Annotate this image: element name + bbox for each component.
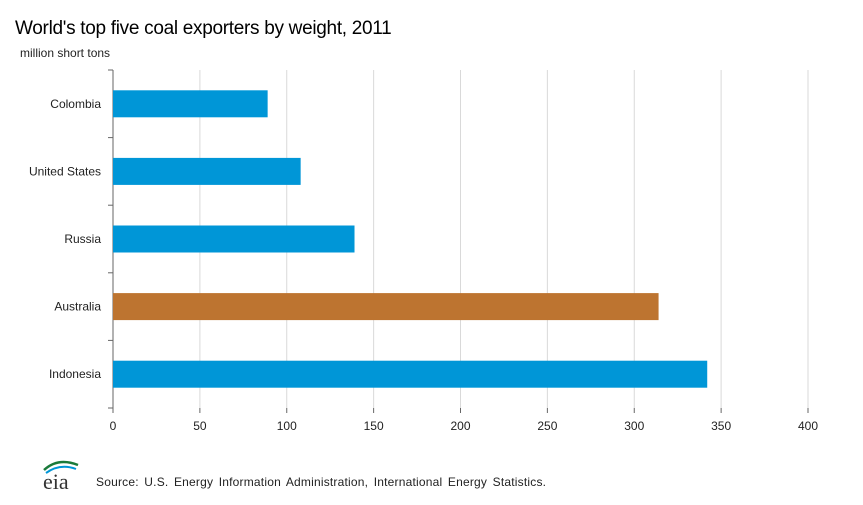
source-note: Source: U.S. Energy Information Administ… — [96, 475, 547, 489]
bar-colombia — [113, 90, 268, 118]
eia-logo-text: eia — [43, 469, 69, 493]
eia-logo-icon: eia — [43, 460, 79, 493]
x-tick-label: 400 — [798, 419, 818, 433]
footer: eia Source: U.S. Energy Information Admi… — [38, 455, 638, 495]
x-tick-label: 150 — [364, 419, 384, 433]
category-label: United States — [29, 164, 101, 178]
x-tick-label: 100 — [277, 419, 297, 433]
x-tick-label: 200 — [450, 419, 470, 433]
category-label: Australia — [54, 300, 101, 314]
category-label: Russia — [64, 232, 101, 246]
category-label: Colombia — [50, 97, 101, 111]
category-label: Indonesia — [49, 367, 101, 381]
axis-unit-label: million short tons — [20, 46, 111, 60]
bar-united-states — [113, 157, 301, 185]
x-tick-label: 300 — [624, 419, 644, 433]
bar-australia — [113, 293, 659, 321]
x-tick-label: 0 — [110, 419, 117, 433]
x-tick-label: 250 — [537, 419, 557, 433]
chart-title: World's top five coal exporters by weigh… — [15, 18, 392, 39]
x-tick-label: 50 — [193, 419, 207, 433]
bar-indonesia — [113, 360, 708, 388]
x-tick-label: 350 — [711, 419, 731, 433]
bar-russia — [113, 225, 355, 253]
